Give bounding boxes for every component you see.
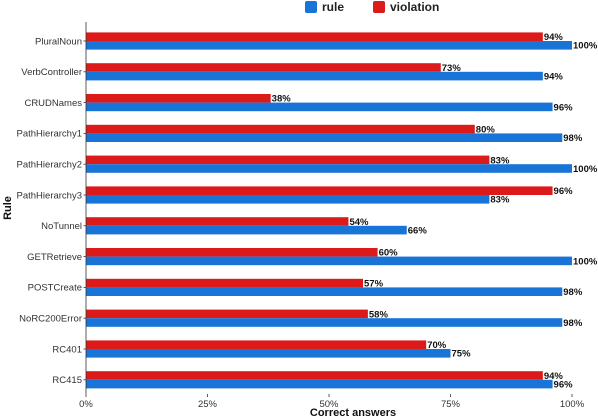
bar-rule-getretrieve xyxy=(86,256,572,266)
bar-rule-rc401 xyxy=(86,349,451,358)
data-label-rule-pathhierarchy3: 83% xyxy=(490,195,510,206)
category-label-getretrieve: GETRetrieve xyxy=(27,252,82,263)
category-label-notunnel: NoTunnel xyxy=(41,221,82,232)
data-label-violation-verbcontroller: 73% xyxy=(442,63,462,74)
data-label-rule-postcreate: 98% xyxy=(563,287,583,298)
legend-label-rule: rule xyxy=(322,0,345,14)
legend-label-violation: violation xyxy=(390,0,440,14)
legend-item-violation: violation xyxy=(373,0,439,14)
legend-item-rule: rule xyxy=(305,0,344,14)
bar-violation-pluralnoun xyxy=(86,32,543,41)
bar-rule-verbcontroller xyxy=(86,71,543,81)
category-label-pathhierarchy1: PathHierarchy1 xyxy=(17,129,82,140)
data-label-violation-pluralnoun: 94% xyxy=(544,32,564,43)
legend: rule violation xyxy=(0,0,598,14)
bar-rule-notunnel xyxy=(86,225,407,235)
legend-swatch-violation xyxy=(373,1,385,13)
data-label-rule-crudnames: 96% xyxy=(554,102,574,113)
data-label-violation-crudnames: 38% xyxy=(272,94,292,105)
bar-violation-pathhierarchy3 xyxy=(86,186,553,195)
data-label-rule-pathhierarchy1: 98% xyxy=(563,133,583,144)
x-tick-label-100: 100% xyxy=(560,399,585,410)
x-tick-label-25: 25% xyxy=(198,399,218,410)
bar-violation-notunnel xyxy=(86,217,349,226)
bar-rule-pathhierarchy2 xyxy=(86,164,572,173)
category-label-pathhierarchy2: PathHierarchy2 xyxy=(17,160,82,171)
bar-violation-crudnames xyxy=(86,94,271,103)
category-label-pathhierarchy3: PathHierarchy3 xyxy=(17,190,82,201)
bar-violation-verbcontroller xyxy=(86,63,441,72)
category-label-rc401: RC401 xyxy=(52,344,82,355)
category-label-rc415: RC415 xyxy=(52,375,82,386)
data-label-rule-getretrieve: 100% xyxy=(573,256,598,267)
bar-violation-rc415 xyxy=(86,371,543,380)
x-tick-label-0: 0% xyxy=(79,399,93,410)
data-label-violation-norc200error: 58% xyxy=(369,309,389,320)
y-axis-title: Rule xyxy=(2,196,14,220)
x-tick-label-75: 75% xyxy=(441,399,461,410)
data-label-rule-pathhierarchy2: 100% xyxy=(573,164,598,175)
data-label-violation-rc415: 94% xyxy=(544,371,564,382)
bar-rule-pathhierarchy3 xyxy=(86,195,490,204)
bar-rule-pluralnoun xyxy=(86,41,572,50)
data-label-rule-rc401: 75% xyxy=(452,349,472,360)
bar-violation-norc200error xyxy=(86,309,368,319)
bar-violation-getretrieve xyxy=(86,248,378,257)
data-label-rule-norc200error: 98% xyxy=(563,318,583,329)
bar-violation-postcreate xyxy=(86,278,364,288)
category-label-verbcontroller: VerbController xyxy=(21,67,82,78)
bar-rule-postcreate xyxy=(86,287,563,296)
data-label-rule-notunnel: 66% xyxy=(408,226,428,237)
bar-rule-pathhierarchy1 xyxy=(86,133,563,142)
bar-violation-rc401 xyxy=(86,340,427,349)
bars-layer: 94% 100% 73% 94% 38% 96% 80% 98% 83% 100% 96% 83% 54… xyxy=(86,32,598,391)
category-label-norc200error: NoRC200Error xyxy=(19,314,82,325)
data-label-violation-rc401: 70% xyxy=(427,340,447,351)
x-tick-label-50: 50% xyxy=(319,399,339,410)
bar-violation-pathhierarchy2 xyxy=(86,155,490,165)
x-axis-ticks: 0% 25% 50% 75% 100% xyxy=(79,394,585,410)
data-label-violation-getretrieve: 60% xyxy=(379,248,399,259)
data-label-rule-pluralnoun: 100% xyxy=(573,41,598,52)
category-label-pluralnoun: PluralNoun xyxy=(35,36,82,47)
bar-rule-rc415 xyxy=(86,379,553,389)
bar-rule-norc200error xyxy=(86,318,563,327)
data-label-violation-notunnel: 54% xyxy=(349,217,369,228)
data-label-violation-postcreate: 57% xyxy=(364,279,384,290)
legend-swatch-rule xyxy=(305,1,317,13)
x-axis-title: Correct answers xyxy=(310,407,396,419)
bar-rule-crudnames xyxy=(86,102,553,112)
data-label-rule-rc415: 96% xyxy=(554,380,574,391)
category-labels: PluralNoun VerbController CRUDNames PathHie… xyxy=(17,36,86,386)
data-label-violation-pathhierarchy2: 83% xyxy=(490,155,510,166)
category-label-postcreate: POSTCreate xyxy=(28,283,82,294)
data-label-violation-pathhierarchy1: 80% xyxy=(476,125,496,136)
data-label-violation-pathhierarchy3: 96% xyxy=(554,186,574,197)
data-label-rule-verbcontroller: 94% xyxy=(544,72,564,83)
bar-violation-pathhierarchy1 xyxy=(86,124,475,134)
category-label-crudnames: CRUDNames xyxy=(24,98,82,109)
